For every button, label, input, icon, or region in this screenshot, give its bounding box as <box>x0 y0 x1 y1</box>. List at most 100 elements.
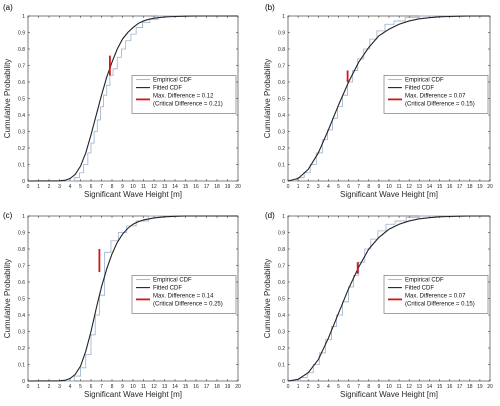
x-tick-label: 16 <box>193 184 199 190</box>
y-tick-label: 0.2 <box>278 346 285 352</box>
y-axis-label: Cumulative Probability <box>263 259 272 339</box>
legend-entry: Fitted CDF <box>405 285 434 291</box>
x-tick-label: 10 <box>386 384 392 390</box>
legend-entry: Max. Difference = 0.14 <box>153 293 214 299</box>
x-tick-label: 4 <box>69 184 72 190</box>
x-tick-label: 11 <box>141 384 146 390</box>
y-tick-label: 0.6 <box>278 80 285 86</box>
chart-panel-d: (d)0 1 2 3 4 5 6 7 8 9 10 11 12 13 14 15 16 17 18 19 2000.10… <box>263 211 493 399</box>
y-tick-label: 0.3 <box>18 329 25 335</box>
y-tick-label: 0.7 <box>18 63 25 69</box>
x-tick-label: 17 <box>204 384 210 390</box>
legend-entry: Max. Difference = 0.12 <box>153 93 214 99</box>
chart-panel-a: (a)0 1 2 3 4 5 6 7 8 9 10 11 12 13 14 15 16 17 18 19 2000.10… <box>3 3 241 199</box>
panel-label: (b) <box>265 3 275 12</box>
x-tick-label: 3 <box>58 184 61 190</box>
x-tick-label: 12 <box>406 184 412 190</box>
y-tick-label: 0.1 <box>278 362 285 368</box>
legend-entry: Empirical CDF <box>153 77 192 83</box>
x-tick-label: 9 <box>121 184 124 190</box>
x-tick-label: 19 <box>225 184 231 190</box>
x-tick-label: 20 <box>235 184 241 190</box>
x-axis-label: Significant Wave Height [m] <box>84 190 182 199</box>
x-tick-label: 11 <box>396 384 401 390</box>
x-tick-label: 9 <box>378 184 381 190</box>
legend: Empirical CDF Fitted CDF Max. Difference =… <box>131 75 237 114</box>
x-tick-label: 11 <box>141 184 146 190</box>
x-axis-label: Significant Wave Height [m] <box>340 190 438 199</box>
x-axis-label: Significant Wave Height [m] <box>340 390 438 399</box>
legend-box <box>131 75 237 114</box>
x-tick-label: 1 <box>297 184 300 190</box>
x-tick-label: 16 <box>447 184 453 190</box>
x-tick-label: 15 <box>437 384 443 390</box>
y-tick-label: 0.5 <box>278 296 285 302</box>
x-tick-label: 6 <box>90 384 93 390</box>
y-tick-label: 0.4 <box>18 113 25 119</box>
y-tick-label: 0 <box>282 179 285 185</box>
x-tick-label: 7 <box>100 384 103 390</box>
y-tick-label: 0.9 <box>278 30 285 36</box>
legend-entry: Max. Difference = 0.07 <box>405 293 466 299</box>
legend-entry: Fitted CDF <box>153 285 182 291</box>
x-tick-label: 12 <box>151 384 157 390</box>
x-tick-label: 2 <box>48 384 51 390</box>
x-tick-label: 8 <box>111 384 114 390</box>
y-tick-label: 0.4 <box>18 313 25 319</box>
fitted-cdf-line <box>27 215 238 382</box>
y-tick-label: 0.4 <box>278 113 285 119</box>
x-tick-label: 2 <box>48 184 51 190</box>
legend-entry: (Critical Difference = 0.15) <box>405 101 475 107</box>
x-tick-label: 3 <box>317 184 320 190</box>
y-tick-label: 0.7 <box>278 263 285 269</box>
y-axis-label: Cumulative Probability <box>3 259 12 339</box>
y-tick-label: 1 <box>282 14 285 20</box>
y-tick-label: 0 <box>22 379 25 385</box>
x-tick-label: 1 <box>297 384 300 390</box>
y-tick-label: 1 <box>282 214 285 220</box>
x-tick-label: 19 <box>477 184 483 190</box>
x-tick-label: 17 <box>457 184 463 190</box>
y-tick-label: 0.2 <box>278 146 285 152</box>
x-tick-label: 18 <box>214 184 220 190</box>
x-tick-label: 4 <box>69 384 72 390</box>
empirical-cdf-line <box>28 15 238 182</box>
x-tick-label: 16 <box>447 384 453 390</box>
legend-entry: Fitted CDF <box>153 85 182 91</box>
panel-label: (d) <box>265 211 275 220</box>
fitted-cdf-line <box>27 15 238 182</box>
legend: Empirical CDF Fitted CDF Max. Difference =… <box>383 75 489 114</box>
y-tick-label: 0.2 <box>18 346 25 352</box>
x-tick-label: 9 <box>378 384 381 390</box>
y-tick-label: 0.1 <box>18 162 25 168</box>
x-tick-label: 10 <box>130 384 136 390</box>
y-tick-label: 0.8 <box>278 47 285 53</box>
x-tick-label: 14 <box>172 384 178 390</box>
x-tick-label: 3 <box>58 384 61 390</box>
y-tick-label: 0.1 <box>18 362 25 368</box>
empirical-cdf-line <box>288 15 490 182</box>
x-tick-label: 13 <box>417 384 423 390</box>
x-axis-label: Significant Wave Height [m] <box>84 390 182 399</box>
fitted-cdf-line <box>287 215 490 382</box>
legend-entry: Max. Difference = 0.07 <box>405 93 466 99</box>
y-tick-label: 0.6 <box>278 280 285 286</box>
x-tick-label: 6 <box>347 384 350 390</box>
x-tick-label: 10 <box>386 184 392 190</box>
y-tick-label: 0 <box>282 379 285 385</box>
y-tick-label: 0.3 <box>278 329 285 335</box>
x-tick-label: 14 <box>427 384 433 390</box>
chart-panel-c: (c)0 1 2 3 4 5 6 7 8 9 10 11 12 13 14 15 16 17 18 19 2000.10… <box>3 211 241 399</box>
y-tick-label: 0.6 <box>18 80 25 86</box>
y-tick-label: 0.3 <box>18 129 25 135</box>
x-tick-label: 17 <box>457 384 463 390</box>
x-tick-label: 17 <box>204 184 210 190</box>
y-axis-label: Cumulative Probability <box>263 59 272 139</box>
legend-entry: (Critical Difference = 0.25) <box>153 301 223 307</box>
legend-box <box>131 275 237 314</box>
x-tick-label: 19 <box>477 384 483 390</box>
x-tick-label: 14 <box>427 184 433 190</box>
x-tick-label: 7 <box>100 184 103 190</box>
y-tick-label: 0.9 <box>278 230 285 236</box>
